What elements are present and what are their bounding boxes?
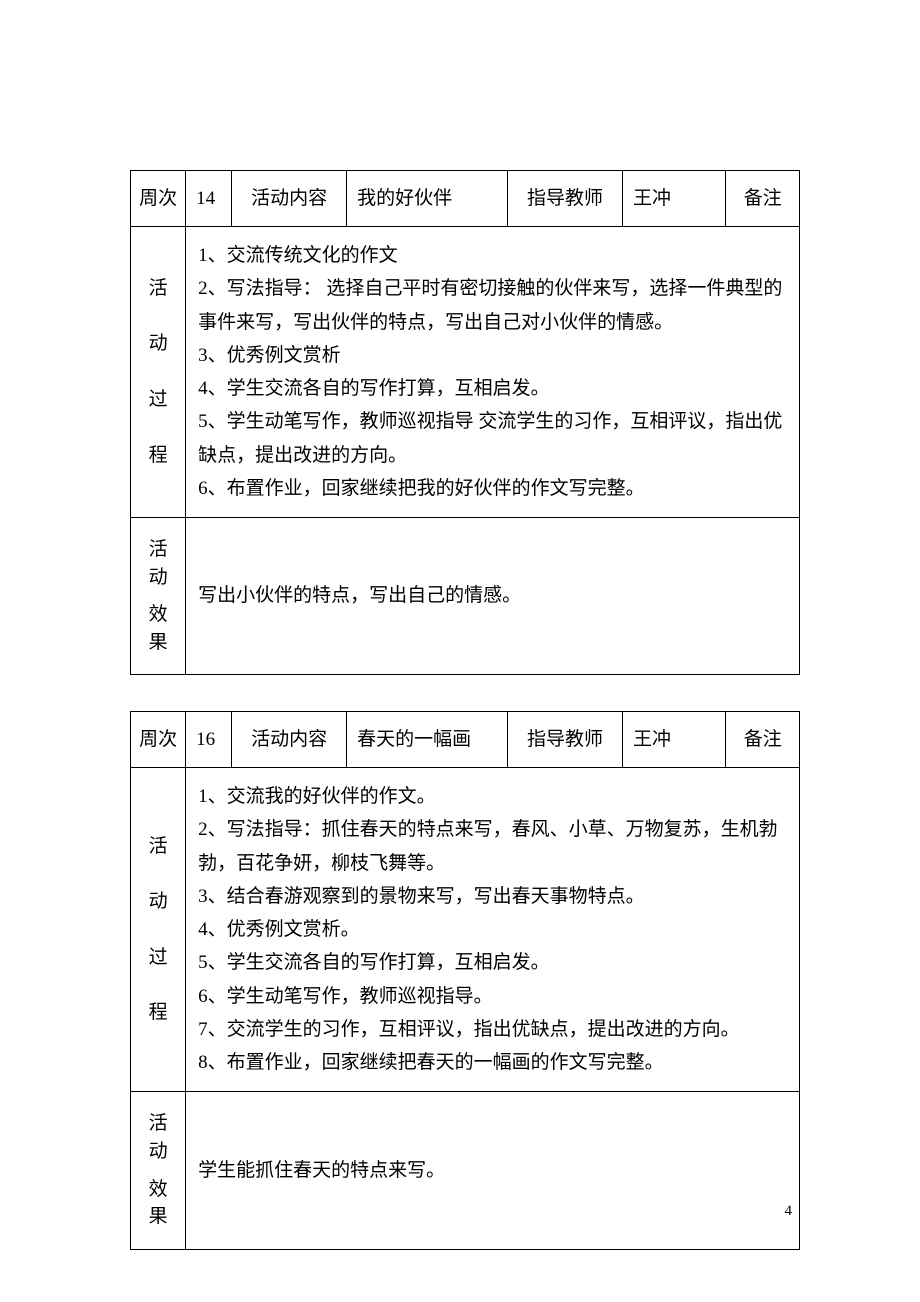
remark-label: 备注 — [726, 171, 800, 227]
process-text: 1、交流传统文化的作文2、写法指导： 选择自己平时有密切接触的伙伴来写，选择一件… — [198, 239, 787, 505]
teacher-name: 王冲 — [622, 712, 725, 768]
process-side-label: 活 动 过 程 — [131, 768, 186, 1092]
process-content: 1、交流我的好伙伴的作文。2、写法指导：抓住春天的特点来写，春风、小草、万物复苏… — [186, 768, 800, 1092]
effect-row: 活 动 效 果 写出小伙伴的特点，写出自己的情感。 — [131, 518, 800, 675]
activity-title: 我的好伙伴 — [347, 171, 508, 227]
process-content: 1、交流传统文化的作文2、写法指导： 选择自己平时有密切接触的伙伴来写，选择一件… — [186, 227, 800, 518]
table-header-row: 周次 14 活动内容 我的好伙伴 指导教师 王冲 备注 — [131, 171, 800, 227]
page-number: 4 — [785, 1203, 793, 1220]
activity-title: 春天的一幅画 — [347, 712, 508, 768]
process-side-label: 活 动 过 程 — [131, 227, 186, 518]
week-label: 周次 — [131, 712, 186, 768]
process-text: 1、交流我的好伙伴的作文。2、写法指导：抓住春天的特点来写，春风、小草、万物复苏… — [198, 780, 787, 1079]
week-label: 周次 — [131, 171, 186, 227]
week-value: 16 — [186, 712, 232, 768]
page-container: 周次 14 活动内容 我的好伙伴 指导教师 王冲 备注 活 动 过 程 1、交流… — [0, 0, 920, 1250]
effect-side-label: 活 动 效 果 — [131, 518, 186, 675]
process-row: 活 动 过 程 1、交流传统文化的作文2、写法指导： 选择自己平时有密切接触的伙… — [131, 227, 800, 518]
instructor-label: 指导教师 — [508, 171, 623, 227]
lesson-table-1: 周次 14 活动内容 我的好伙伴 指导教师 王冲 备注 活 动 过 程 1、交流… — [130, 170, 800, 675]
process-row: 活 动 过 程 1、交流我的好伙伴的作文。2、写法指导：抓住春天的特点来写，春风… — [131, 768, 800, 1092]
activity-content-label: 活动内容 — [232, 712, 347, 768]
activity-content-label: 活动内容 — [232, 171, 347, 227]
instructor-label: 指导教师 — [508, 712, 623, 768]
effect-content: 学生能抓住春天的特点来写。 — [186, 1092, 800, 1249]
remark-label: 备注 — [726, 712, 800, 768]
effect-content: 写出小伙伴的特点，写出自己的情感。 — [186, 518, 800, 675]
effect-side-label: 活 动 效 果 — [131, 1092, 186, 1249]
table-header-row: 周次 16 活动内容 春天的一幅画 指导教师 王冲 备注 — [131, 712, 800, 768]
teacher-name: 王冲 — [622, 171, 725, 227]
lesson-table-2: 周次 16 活动内容 春天的一幅画 指导教师 王冲 备注 活 动 过 程 1、交… — [130, 711, 800, 1249]
effect-row: 活 动 效 果 学生能抓住春天的特点来写。 — [131, 1092, 800, 1249]
week-value: 14 — [186, 171, 232, 227]
